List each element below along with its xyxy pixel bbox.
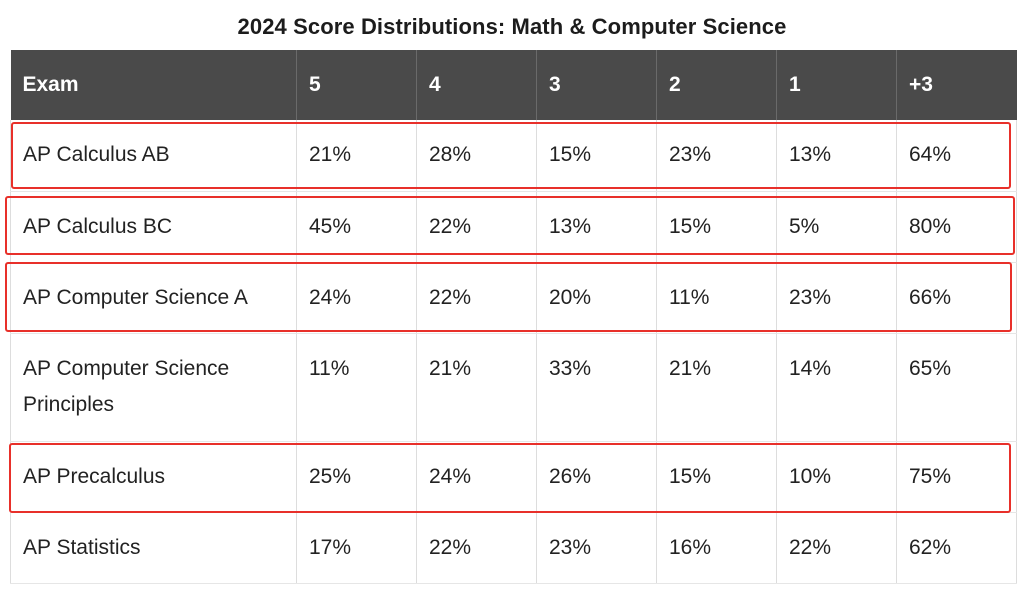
score-5-cell: 45% [296, 191, 417, 263]
table-row: AP Computer Science Principles 11% 21% 3… [10, 333, 1017, 442]
pass-rate-cell: 62% [896, 512, 1017, 584]
exam-name: AP Statistics [10, 512, 297, 584]
header-score-4: 4 [416, 50, 537, 120]
score-1-cell: 23% [776, 262, 897, 334]
score-1-cell: 10% [776, 441, 897, 513]
table-header-row: Exam 5 4 3 2 1 +3 [10, 50, 1017, 120]
score-3-cell: 20% [536, 262, 657, 334]
table-row: AP Calculus AB 21% 28% 15% 23% 13% 64% [10, 120, 1017, 192]
header-exam: Exam [10, 50, 297, 120]
score-2-cell: 15% [656, 441, 777, 513]
exam-name: AP Calculus BC [10, 191, 297, 263]
table-row: AP Calculus BC 45% 22% 13% 15% 5% 80% [10, 191, 1017, 263]
score-2-cell: 16% [656, 512, 777, 584]
header-score-2: 2 [656, 50, 777, 120]
score-3-cell: 13% [536, 191, 657, 263]
score-4-cell: 22% [416, 262, 537, 334]
score-4-cell: 21% [416, 333, 537, 442]
table-row: AP Precalculus 25% 24% 26% 15% 10% 75% [10, 441, 1017, 513]
score-4-cell: 28% [416, 120, 537, 192]
pass-rate-cell: 66% [896, 262, 1017, 334]
pass-rate-cell: 64% [896, 120, 1017, 192]
score-1-cell: 13% [776, 120, 897, 192]
pass-rate-cell: 65% [896, 333, 1017, 442]
score-2-cell: 11% [656, 262, 777, 334]
exam-name: AP Calculus AB [10, 120, 297, 192]
table-row: AP Computer Science A 24% 22% 20% 11% 23… [10, 262, 1017, 334]
score-5-cell: 11% [296, 333, 417, 442]
score-4-cell: 22% [416, 512, 537, 584]
score-4-cell: 22% [416, 191, 537, 263]
score-2-cell: 21% [656, 333, 777, 442]
score-5-cell: 17% [296, 512, 417, 584]
score-1-cell: 22% [776, 512, 897, 584]
score-2-cell: 15% [656, 191, 777, 263]
score-2-cell: 23% [656, 120, 777, 192]
score-3-cell: 23% [536, 512, 657, 584]
table-row: AP Statistics 17% 22% 23% 16% 22% 62% [10, 512, 1017, 584]
score-5-cell: 25% [296, 441, 417, 513]
score-3-cell: 26% [536, 441, 657, 513]
score-3-cell: 33% [536, 333, 657, 442]
header-pass-rate: +3 [896, 50, 1017, 120]
score-5-cell: 21% [296, 120, 417, 192]
header-score-1: 1 [776, 50, 897, 120]
score-1-cell: 5% [776, 191, 897, 263]
header-score-5: 5 [296, 50, 417, 120]
exam-name: AP Precalculus [10, 441, 297, 513]
pass-rate-cell: 80% [896, 191, 1017, 263]
score-5-cell: 24% [296, 262, 417, 334]
score-3-cell: 15% [536, 120, 657, 192]
pass-rate-cell: 75% [896, 441, 1017, 513]
score-4-cell: 24% [416, 441, 537, 513]
score-distribution-table: Exam 5 4 3 2 1 +3 AP Calculus AB 21% 28%… [10, 50, 1017, 584]
table-title: 2024 Score Distributions: Math & Compute… [237, 14, 787, 39]
exam-name: AP Computer Science Principles [10, 333, 297, 442]
score-1-cell: 14% [776, 333, 897, 442]
exam-name: AP Computer Science A [10, 262, 297, 334]
header-score-3: 3 [536, 50, 657, 120]
